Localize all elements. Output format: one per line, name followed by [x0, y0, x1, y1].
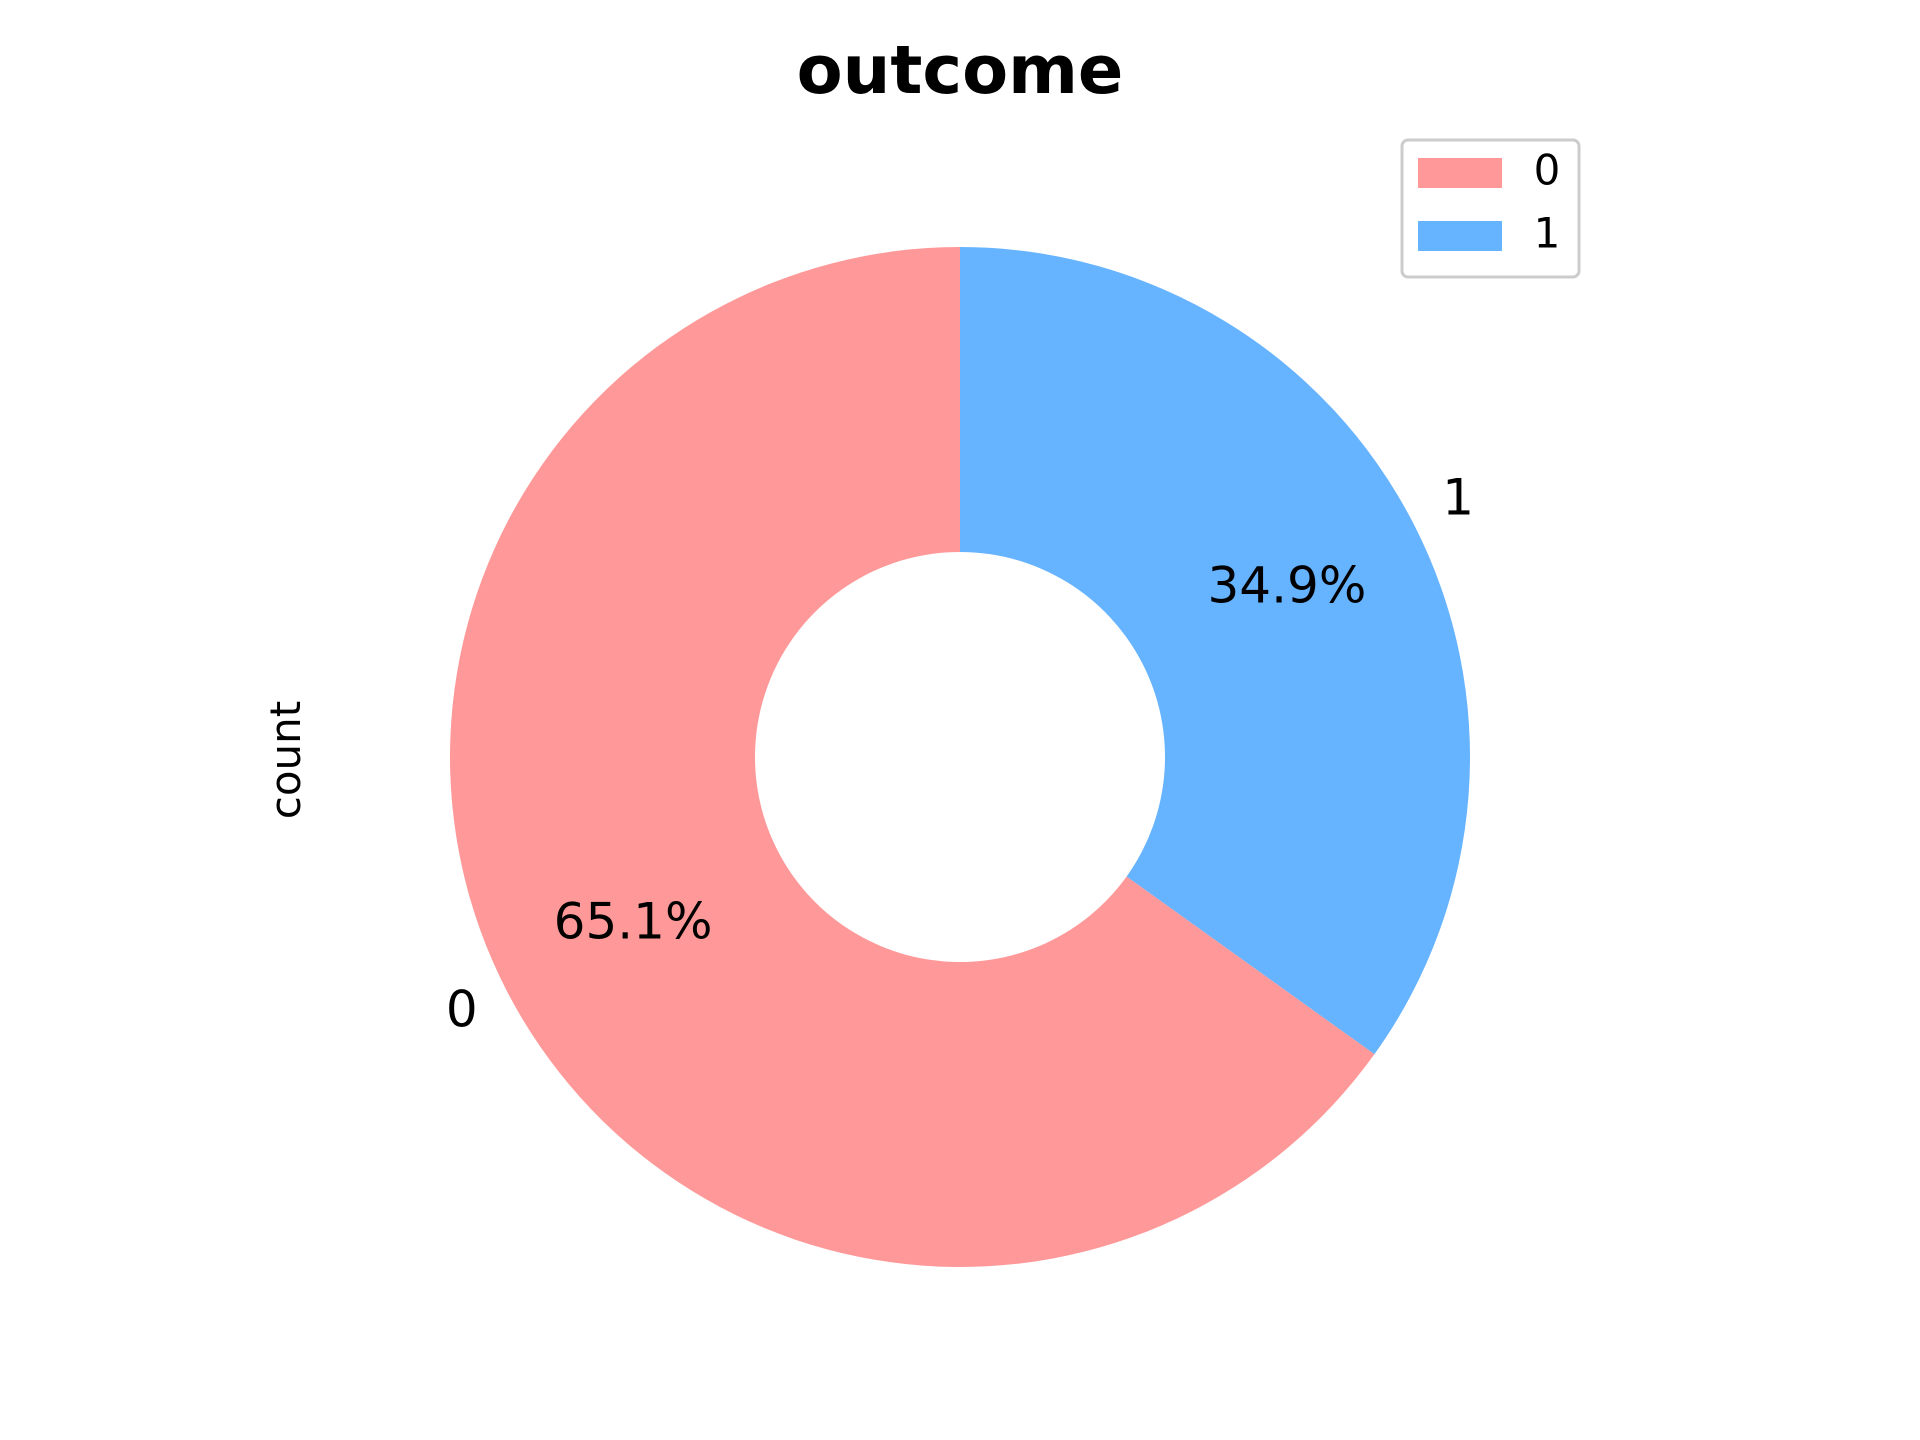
slice-label-0: 0: [446, 980, 478, 1038]
slice-label-1: 1: [1442, 469, 1474, 527]
donut-slice-1: [960, 247, 1470, 1055]
legend-label-0: 0: [1534, 146, 1561, 195]
percent-label-1: 34.9%: [1207, 557, 1366, 615]
y-axis-label: count: [261, 701, 310, 820]
slice-labels: 01: [446, 469, 1474, 1039]
legend-entries: 01: [1418, 146, 1560, 258]
percent-label-0: 65.1%: [554, 892, 713, 950]
chart-title: outcome: [797, 31, 1124, 109]
legend: 01: [1400, 138, 1581, 279]
legend-label-1: 1: [1534, 209, 1561, 258]
donut-slice-0: [449, 247, 1375, 1267]
legend-swatch-1: [1418, 221, 1502, 251]
percent-labels: 65.1% 34.9%: [554, 557, 1367, 951]
legend-swatch-0: [1418, 158, 1502, 188]
pie-slices: [449, 247, 1470, 1267]
